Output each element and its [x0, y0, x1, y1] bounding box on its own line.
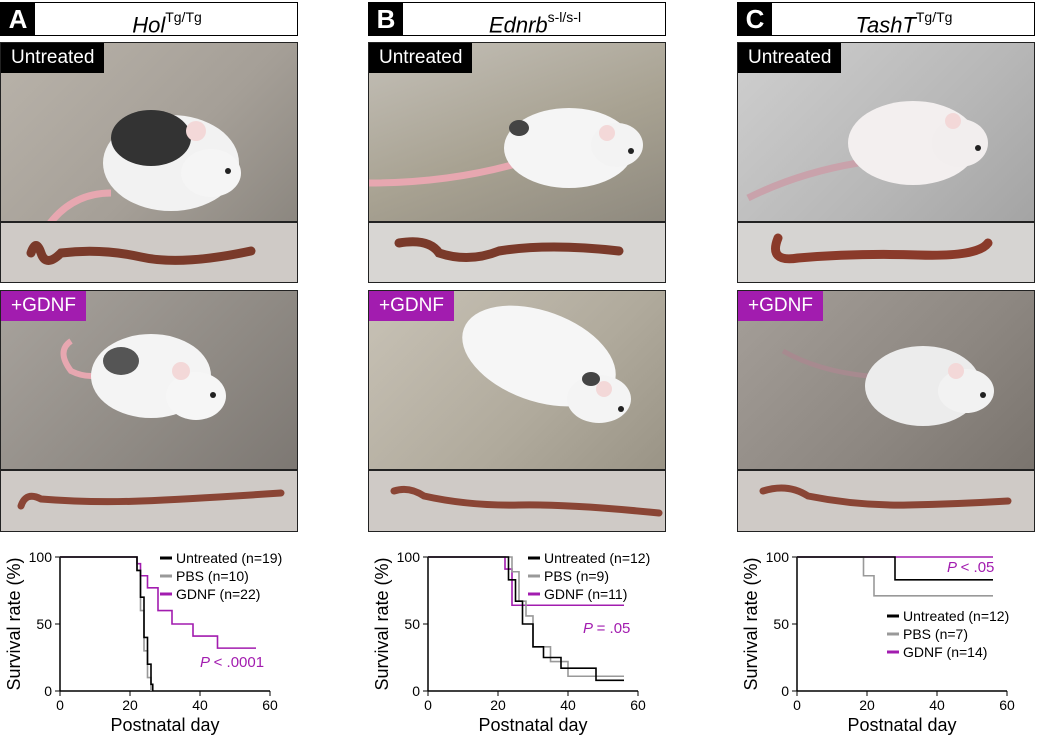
genotype-title: HolTg/Tg: [132, 9, 202, 38]
x-axis-label: Postnatal day: [847, 715, 956, 735]
x-axis-label: Postnatal day: [478, 715, 587, 735]
legend-entry: Untreated (n=12): [903, 608, 1009, 624]
untreated-label: Untreated: [1, 43, 105, 73]
mouse-illustration: [369, 108, 643, 188]
y-axis-label: Survival rate (%): [372, 557, 392, 690]
x-tick-label: 0: [793, 697, 801, 713]
gut-photo-gdnf: [0, 470, 298, 532]
series-line-untreated: [428, 556, 624, 682]
mouse-illustration: [47, 110, 241, 221]
mouse-illustration: [781, 346, 994, 426]
x-tick-label: 40: [192, 697, 208, 713]
untreated-mouse-photo: Untreated: [0, 42, 298, 222]
x-tick-label: 40: [560, 697, 576, 713]
y-axis-label: Survival rate (%): [4, 557, 24, 690]
untreated-mouse-photo: Untreated: [368, 42, 666, 222]
series-line-untreated: [797, 556, 993, 581]
survival-chart: 0 20 40 60 0 50 100 Postnatal day Survival rate …: [372, 549, 650, 735]
y-tick-label: 0: [412, 683, 420, 699]
y-tick-label: 50: [36, 616, 52, 632]
genotype-title: Ednrbs-l/s-l: [488, 9, 582, 38]
gut-photo-gdnf: [368, 470, 666, 532]
gdnf-mouse-photo: +GDNF: [0, 290, 298, 470]
y-tick-label: 0: [44, 683, 52, 699]
panel-a: A HolTg/Tg Untreated +GDNF 0 20 40 60 0 50 100…: [0, 0, 300, 739]
untreated-label: Untreated: [369, 43, 473, 73]
x-tick-label: 20: [122, 697, 138, 713]
x-tick-label: 0: [56, 697, 64, 713]
genotype-title: TashTTg/Tg: [855, 9, 953, 38]
legend-entry: GDNF (n=11): [544, 586, 627, 602]
legend-entry: GDNF (n=14): [903, 644, 987, 660]
p-value-annotation: P = .05: [583, 620, 630, 637]
panel-letter: C: [738, 3, 772, 35]
x-tick-label: 20: [490, 697, 506, 713]
panel-header: B Ednrbs-l/s-l: [368, 2, 666, 38]
series-line-pbs: [60, 556, 152, 691]
series-line-pbs: [428, 556, 624, 678]
p-value-annotation: P < .05: [947, 559, 994, 576]
y-axis-label: Survival rate (%): [741, 557, 761, 690]
gdnf-label: +GDNF: [738, 291, 823, 321]
legend-entry: PBS (n=10): [176, 568, 249, 584]
y-tick-label: 100: [29, 549, 53, 565]
mouse-illustration: [746, 101, 988, 202]
gdnf-mouse-photo: +GDNF: [737, 290, 1035, 470]
y-tick-label: 0: [781, 683, 789, 699]
panel-letter: B: [369, 3, 403, 35]
panel-letter: A: [1, 3, 35, 35]
y-tick-label: 50: [773, 616, 789, 632]
panel-header: C TashTTg/Tg: [737, 2, 1035, 38]
gdnf-label: +GDNF: [369, 291, 454, 321]
survival-chart: 0 20 40 60 0 50 100 Postnatal day Survival rate …: [4, 549, 282, 735]
p-value-annotation: P < .0001: [200, 654, 264, 671]
series-line-untreated: [60, 556, 154, 691]
gdnf-label: +GDNF: [1, 291, 86, 321]
x-tick-label: 60: [630, 697, 646, 713]
y-tick-label: 100: [397, 549, 421, 565]
untreated-mouse-photo: Untreated: [737, 42, 1035, 222]
gdnf-mouse-photo: +GDNF: [368, 290, 666, 470]
legend-entry: PBS (n=7): [903, 626, 968, 642]
mouse-illustration: [60, 334, 226, 420]
mouse-illustration: [462, 305, 631, 423]
survival-chart: 0 20 40 60 0 50 100 Postnatal day Survival rate …: [741, 549, 1015, 735]
gut-photo-untreated: [737, 222, 1035, 283]
x-tick-label: 20: [859, 697, 875, 713]
x-tick-label: 0: [424, 697, 432, 713]
legend-entry: PBS (n=9): [544, 568, 609, 584]
panel-b: B Ednrbs-l/s-l Untreated +GDNF 0 20 40 60 0 5…: [368, 0, 668, 739]
legend-entry: Untreated (n=12): [544, 550, 650, 566]
x-tick-label: 40: [929, 697, 945, 713]
y-tick-label: 50: [404, 616, 420, 632]
gut-photo-untreated: [0, 222, 298, 283]
x-tick-label: 60: [999, 697, 1015, 713]
untreated-label: Untreated: [738, 43, 842, 73]
panel-header: A HolTg/Tg: [0, 2, 298, 38]
x-axis-label: Postnatal day: [110, 715, 219, 735]
gut-photo-untreated: [368, 222, 666, 283]
legend-entry: Untreated (n=19): [176, 550, 282, 566]
legend-entry: GDNF (n=22): [176, 586, 260, 602]
x-tick-label: 60: [262, 697, 278, 713]
gut-photo-gdnf: [737, 470, 1035, 532]
y-tick-label: 100: [766, 549, 790, 565]
panel-c: C TashTTg/Tg Untreated +GDNF 0 20 40 60 0 50 1…: [737, 0, 1037, 739]
